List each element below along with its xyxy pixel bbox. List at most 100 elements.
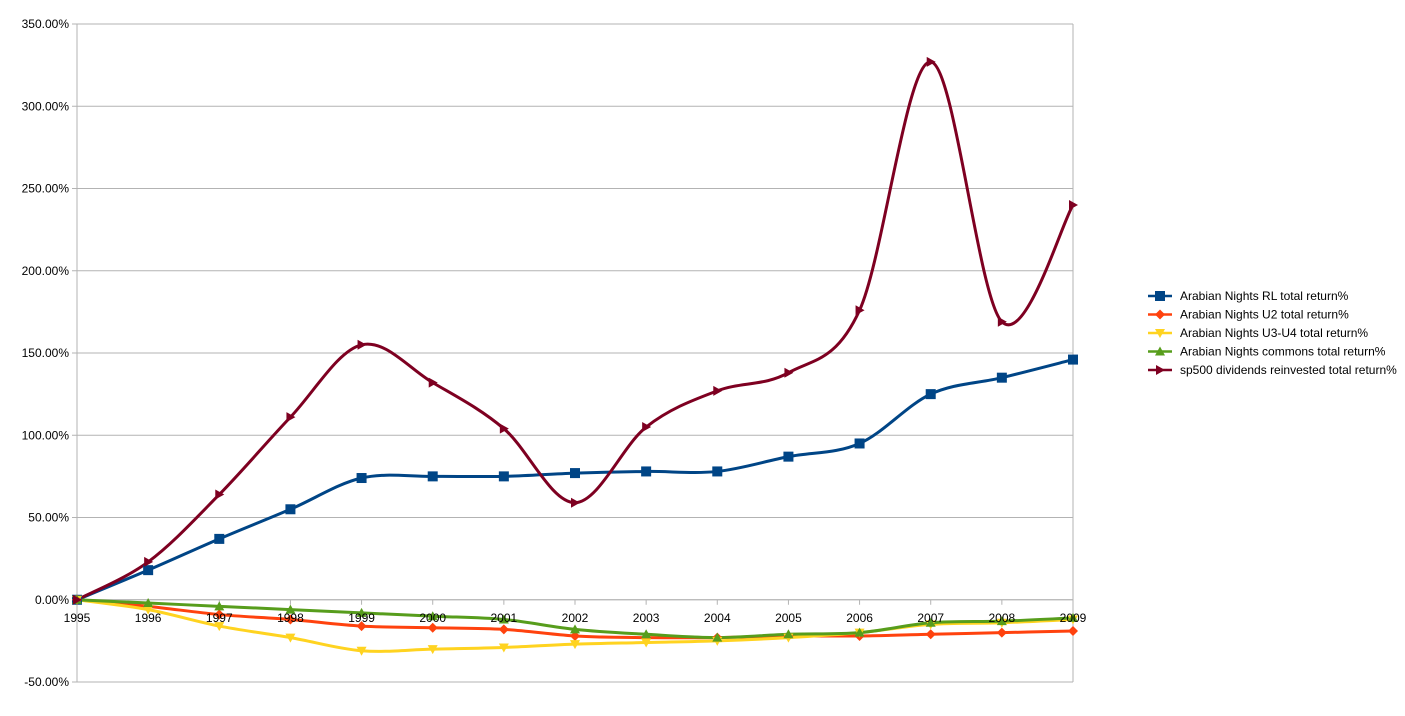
series-5-point-marker (571, 497, 580, 508)
series-1-point-marker (925, 389, 936, 400)
series-1-point-marker (783, 451, 794, 462)
x-tick-label: 2000 (419, 611, 446, 625)
legend-swatch-marker (1155, 309, 1165, 320)
series-4-point-marker (854, 627, 865, 637)
legend-swatch-marker (1156, 365, 1165, 375)
x-tick-label: 2004 (704, 611, 731, 625)
series-4-point-marker (641, 629, 652, 639)
series-5-point-marker (642, 422, 652, 433)
series-4-point-marker (712, 632, 723, 642)
x-tick-label: 1997 (206, 611, 233, 625)
series-3-point-marker (356, 646, 367, 656)
legend-label: sp500 dividends reinvested total return% (1180, 363, 1397, 377)
series-4-point-marker (783, 629, 794, 639)
legend-swatch-marker (1155, 346, 1165, 356)
y-tick-label: 200.00% (22, 264, 70, 278)
series-4-point-marker (996, 616, 1007, 626)
series-3-point-marker (498, 643, 509, 653)
x-tick-label: 1998 (277, 611, 304, 625)
x-tick-label: 1999 (348, 611, 375, 625)
series-4-point-marker (356, 607, 367, 617)
x-tick-label: 2009 (1060, 611, 1087, 625)
y-tick-label: 150.00% (22, 346, 70, 360)
x-tick-label: 1996 (135, 611, 162, 625)
legend-swatch-marker (1155, 329, 1165, 338)
series-4-point-marker (285, 604, 296, 614)
series-5-point-marker (784, 367, 794, 378)
series-3-point-marker (570, 640, 580, 650)
series-5-point-marker (713, 385, 723, 396)
series-4-point-marker (214, 601, 225, 611)
y-tick-label: 100.00% (22, 428, 70, 442)
x-tick-labels: 1995 1996 1997 1998 1999 2000 2001 2002 2003 2004… (64, 611, 1087, 625)
series-2-point-marker (498, 624, 509, 635)
y-tick-label: 250.00% (22, 182, 70, 196)
x-tick-label: 2005 (775, 611, 802, 625)
x-tick-label: 2001 (491, 611, 518, 625)
series-2-point-marker (214, 609, 225, 620)
grid (77, 23, 1073, 683)
y-tick-label: 350.00% (22, 17, 70, 31)
series-4-point-marker (1068, 612, 1078, 622)
legend-swatch-marker (1155, 291, 1165, 301)
series-5-point-marker (215, 489, 225, 500)
x-tick-label: 1995 (64, 611, 91, 625)
x-tick-label: 2007 (917, 611, 944, 625)
legend-label: Arabian Nights U2 total return% (1180, 308, 1349, 322)
legend-label: Arabian Nights commons total return% (1180, 345, 1386, 359)
series-2-point-marker (285, 614, 296, 625)
series-3-point-marker (641, 638, 652, 648)
series-5-point-marker (357, 339, 367, 350)
series-4-point-marker (570, 624, 580, 634)
series-5-point-marker (926, 56, 936, 67)
series-1-point-marker (214, 533, 225, 544)
series-1-point-marker (427, 471, 438, 482)
series-4-point-marker (925, 617, 936, 627)
legend-label: Arabian Nights U3-U4 total return% (1180, 326, 1368, 340)
series-3-point-marker (214, 622, 225, 632)
series-line-1 (75, 358, 1075, 602)
series-5-point-marker (428, 377, 438, 388)
series-5-point-marker (286, 412, 296, 423)
x-tick-label: 2003 (633, 611, 660, 625)
series-4-point-marker (143, 598, 154, 608)
series-1-point-marker (356, 473, 367, 484)
y-tick-labels: -50.00% 0.00% 50.00% 100.00% 150.00% 200.00% 2… (22, 17, 70, 689)
series-1-point-marker (712, 466, 723, 477)
series-2-point-marker (1068, 626, 1078, 637)
series-5-point-marker (144, 556, 154, 567)
y-tick-label: 50.00% (28, 511, 69, 525)
y-tick-label: 0.00% (35, 593, 69, 607)
series-1-point-marker (570, 468, 580, 479)
x-tick-label: 2008 (989, 611, 1016, 625)
series-1-point-marker (285, 504, 296, 515)
series-1-point-marker (498, 471, 509, 482)
y-tick-label: 300.00% (22, 99, 70, 113)
series-5-point-marker (997, 316, 1007, 327)
legend-label: Arabian Nights RL total return% (1180, 289, 1349, 303)
series-5-point-marker (855, 305, 865, 316)
series-line-5 (75, 60, 1075, 602)
series-2-point-marker (427, 622, 438, 633)
series-2-point-marker (356, 621, 367, 632)
series-lines (75, 60, 1075, 653)
x-tick-label: 2002 (562, 611, 589, 625)
y-tick-label: -50.00% (24, 675, 69, 689)
series-2-point-marker (570, 630, 580, 641)
series-1-point-marker (854, 438, 865, 449)
series-5-point-marker (1069, 199, 1078, 210)
series-4-point-marker (427, 611, 438, 621)
series-markers (72, 56, 1078, 656)
series-4-point-marker (498, 614, 509, 624)
series-1-point-marker (641, 466, 652, 477)
series-5-point-marker (499, 423, 509, 434)
legend: Arabian Nights RL total return% Arabian N… (1148, 289, 1397, 377)
series-3-point-marker (143, 605, 154, 615)
series-1-point-marker (143, 565, 154, 576)
series-3-point-marker (285, 633, 296, 643)
series-5-point-marker (73, 594, 82, 605)
series-2-point-marker (925, 629, 936, 640)
series-2-point-marker (996, 627, 1007, 638)
